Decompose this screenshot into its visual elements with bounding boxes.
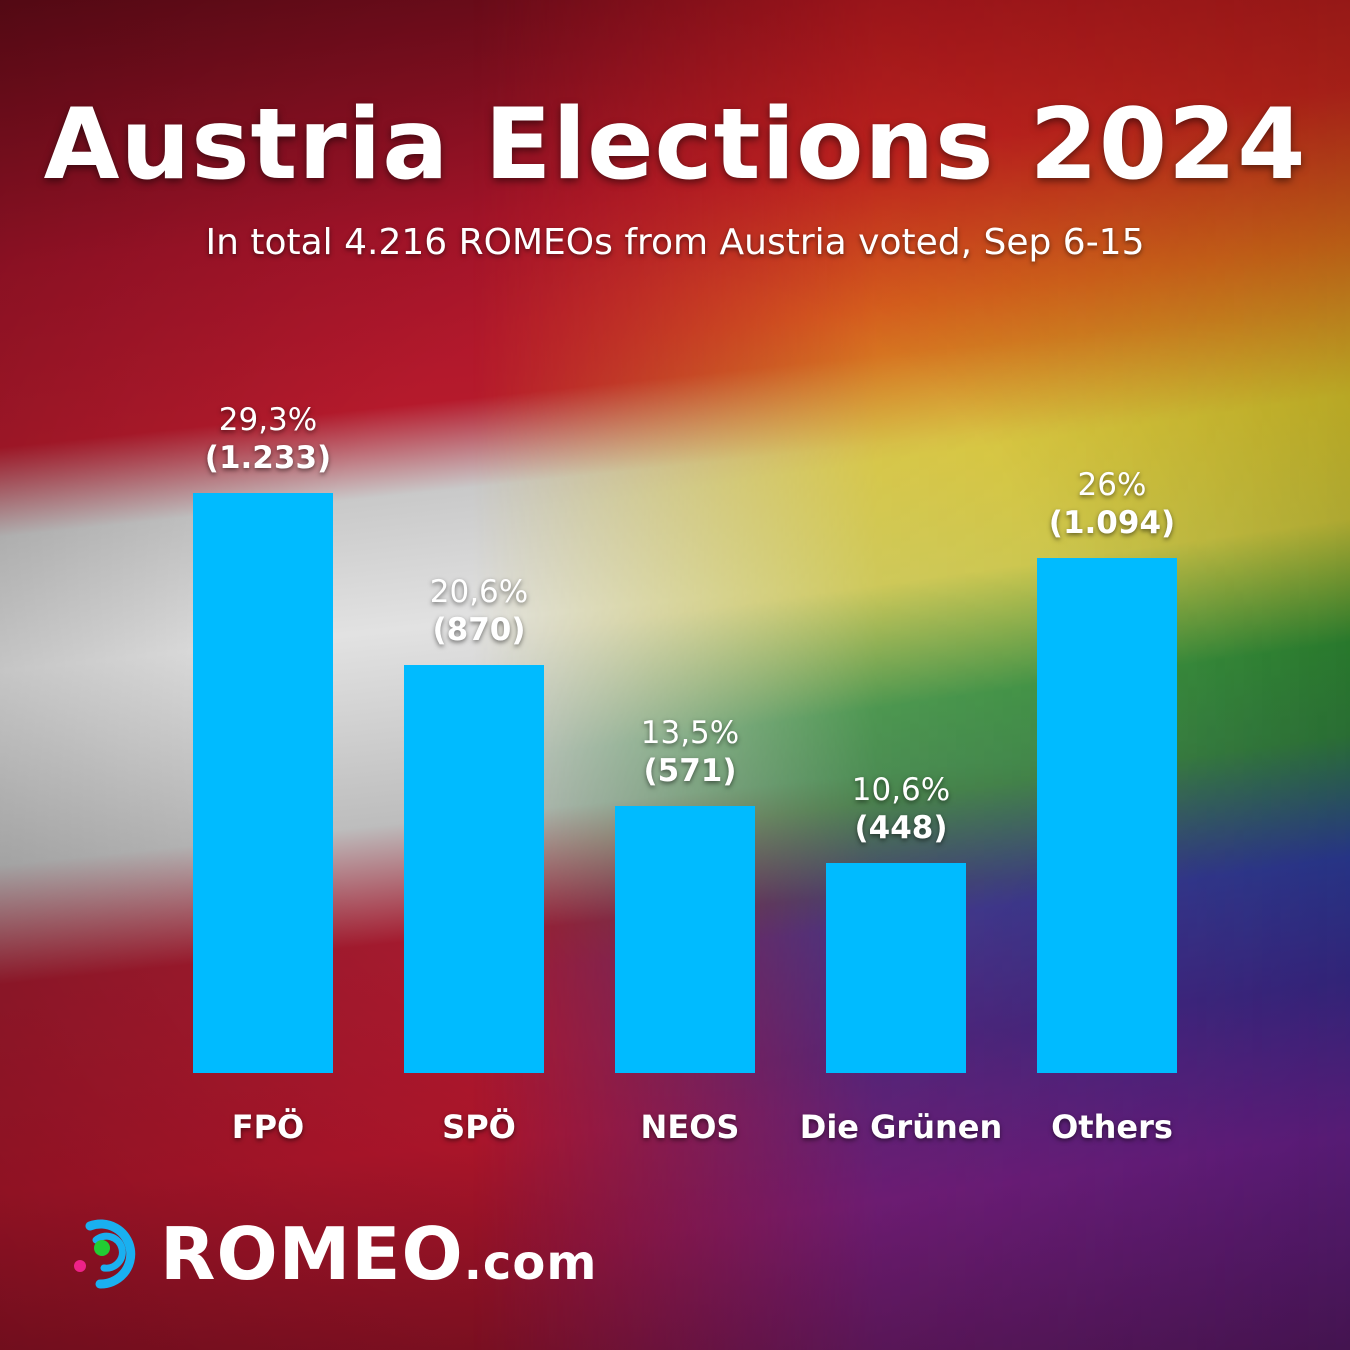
count-label: (1.233) [204, 439, 332, 476]
chart-subtitle: In total 4.216 ROMEOs from Austria voted… [205, 222, 1145, 263]
bar-1 [404, 665, 544, 1073]
bar-4 [1037, 558, 1177, 1073]
category-label: Others [1051, 1108, 1173, 1146]
count-label: (1.094) [1048, 505, 1176, 542]
romeo-brand-text: ROMEO.com [160, 1212, 597, 1296]
category-label: SPÖ [442, 1108, 516, 1146]
data-label: 29,3% (1.233) [148, 401, 388, 477]
bar-0 [193, 492, 333, 1073]
brand-suffix: .com [463, 1235, 598, 1291]
bar-3 [826, 863, 966, 1073]
count-label: (448) [854, 810, 948, 847]
percent-label: 10,6% [851, 772, 951, 809]
romeo-logo: ROMEO.com [70, 1212, 597, 1296]
data-label: 26% (1.094) [992, 466, 1232, 542]
percent-label: 26% [1077, 467, 1147, 504]
count-label: (571) [643, 752, 737, 789]
bar-2 [615, 805, 755, 1073]
percent-label: 20,6% [429, 574, 529, 611]
percent-label: 29,3% [218, 401, 318, 438]
data-label: 10,6% (448) [781, 771, 1021, 847]
category-label: NEOS [640, 1108, 740, 1146]
category-label: FPÖ [231, 1108, 305, 1146]
data-label: 13,5% (571) [570, 714, 810, 790]
romeo-logo-icon [74, 1219, 136, 1289]
percent-label: 13,5% [640, 714, 740, 751]
count-label: (870) [432, 612, 526, 649]
data-label: 20,6% (870) [359, 573, 599, 649]
brand-name: ROMEO [160, 1212, 464, 1296]
chart-title: Austria Elections 2024 [43, 88, 1307, 202]
category-label: Die Grünen [799, 1108, 1003, 1146]
